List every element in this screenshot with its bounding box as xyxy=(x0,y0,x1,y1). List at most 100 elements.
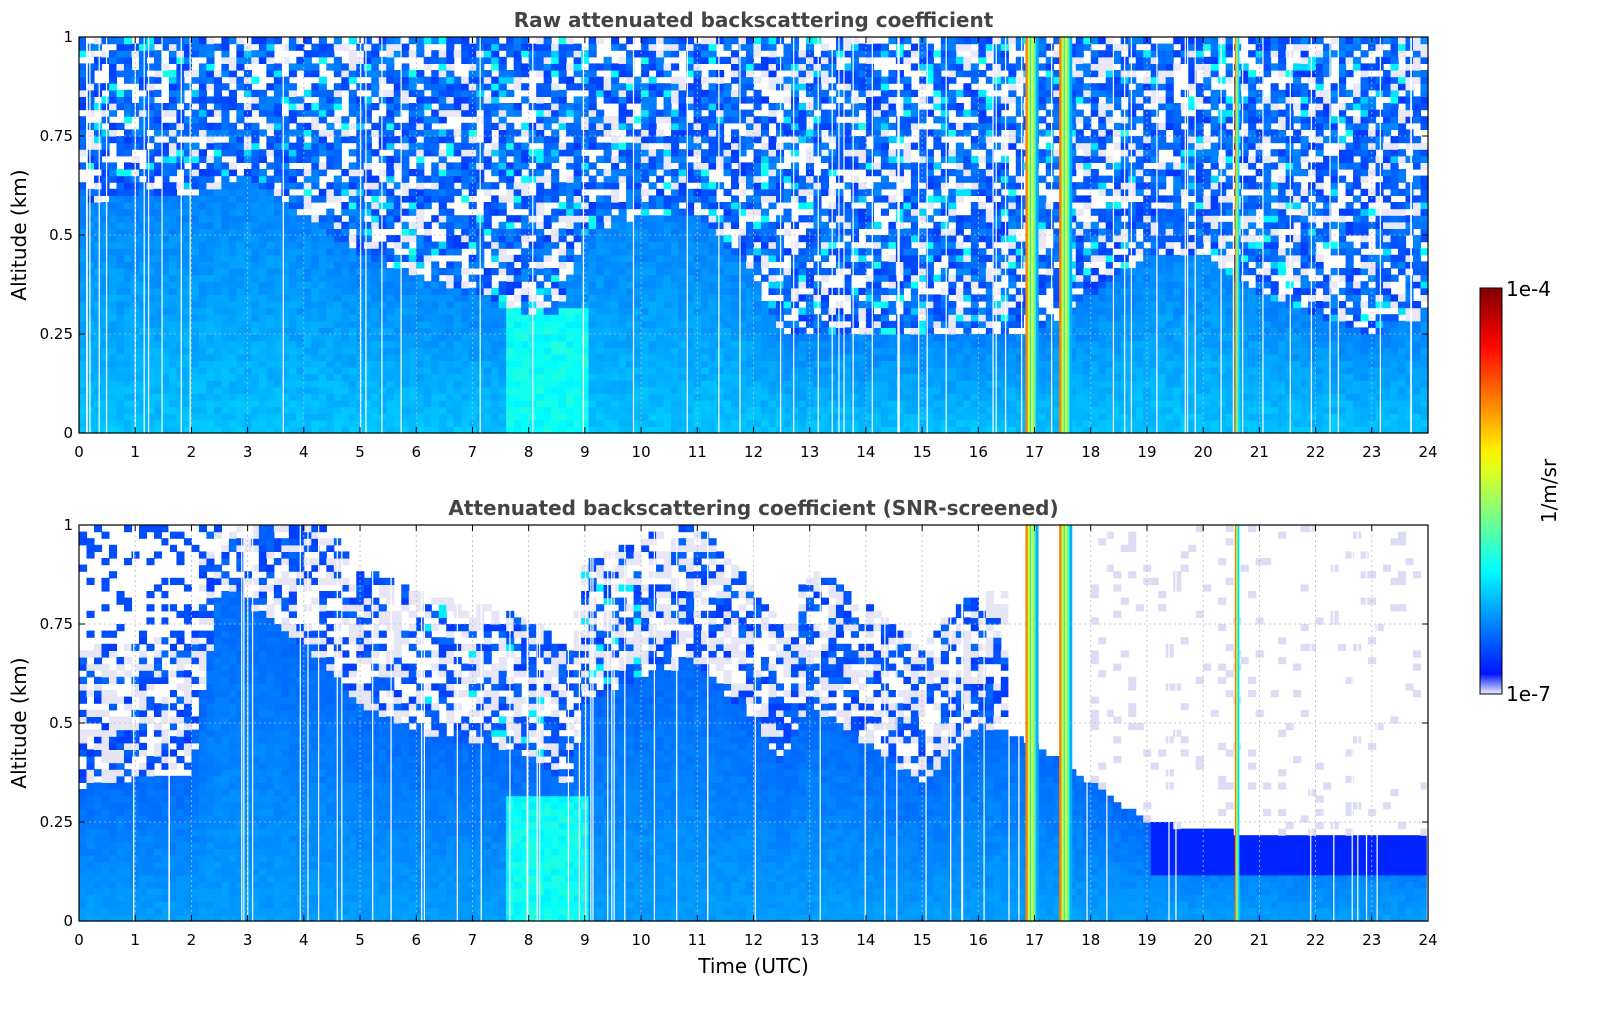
heatmap-cell xyxy=(243,386,252,394)
heatmap-cell xyxy=(176,221,185,229)
heatmap-cell xyxy=(318,340,327,348)
heatmap-cell xyxy=(206,380,215,388)
heatmap-cell xyxy=(566,221,575,229)
heatmap-cell xyxy=(348,340,357,348)
heatmap-cell xyxy=(498,149,507,157)
heatmap-cell xyxy=(483,281,492,289)
heatmap-cell xyxy=(513,182,522,190)
heatmap-cell xyxy=(566,182,575,190)
heatmap-cell xyxy=(626,96,635,104)
heatmap-cell xyxy=(123,367,133,375)
heatmap-cell xyxy=(198,188,207,196)
heatmap-cell xyxy=(288,155,297,163)
heatmap-cell xyxy=(213,406,222,414)
heatmap-cell xyxy=(641,70,650,78)
heatmap-cell xyxy=(123,340,133,348)
heatmap-cell xyxy=(633,155,642,163)
heatmap-cell xyxy=(611,235,620,243)
heatmap-cell xyxy=(228,294,237,302)
heatmap-cell xyxy=(506,419,515,427)
heatmap-cell xyxy=(468,406,477,414)
heatmap-cell xyxy=(596,221,605,229)
heatmap-cell xyxy=(678,182,687,190)
heatmap-cell xyxy=(431,294,440,302)
heatmap-cell xyxy=(273,327,282,335)
heatmap-cell xyxy=(656,287,665,295)
heatmap-cell xyxy=(678,274,687,282)
heatmap-cell xyxy=(790,142,800,150)
heatmap-cell xyxy=(453,248,462,256)
heatmap-cell xyxy=(446,228,455,236)
heatmap-cell xyxy=(746,221,755,229)
heatmap-cell xyxy=(693,96,702,104)
heatmap-cell xyxy=(326,208,335,216)
heatmap-cell xyxy=(168,320,178,328)
heatmap-cell xyxy=(603,327,612,335)
heatmap-cell xyxy=(731,281,740,289)
heatmap-cell xyxy=(513,360,522,368)
heatmap-cell xyxy=(176,149,185,157)
heatmap-cell xyxy=(258,287,267,295)
heatmap-cell xyxy=(603,406,612,414)
heatmap-cell xyxy=(79,294,88,302)
heatmap-cell xyxy=(273,340,282,348)
heatmap-cell xyxy=(566,393,575,401)
heatmap-cell xyxy=(431,248,440,256)
heatmap-cell xyxy=(536,268,545,276)
heatmap-cell xyxy=(768,241,777,249)
heatmap-cell xyxy=(536,320,545,328)
heatmap-cell xyxy=(378,274,387,282)
heatmap-cell xyxy=(221,287,230,295)
heatmap-cell xyxy=(708,228,717,236)
heatmap-cell xyxy=(656,50,665,58)
heatmap-cell xyxy=(641,50,650,58)
heatmap-cell xyxy=(161,373,170,381)
heatmap-cell xyxy=(266,43,275,51)
heatmap-cell xyxy=(483,314,492,322)
heatmap-cell xyxy=(408,208,417,216)
heatmap-cell xyxy=(513,380,522,388)
heatmap-cell xyxy=(423,248,432,256)
heatmap-cell xyxy=(153,419,163,427)
heatmap-cell xyxy=(176,360,185,368)
heatmap-cell xyxy=(101,182,110,190)
heatmap-cell xyxy=(123,248,133,256)
heatmap-cell xyxy=(543,254,552,262)
heatmap-cell xyxy=(386,89,395,97)
heatmap-cell xyxy=(183,281,193,289)
heatmap-cell xyxy=(281,235,290,243)
heatmap-cell xyxy=(363,83,372,91)
heatmap-cell xyxy=(168,261,178,269)
heatmap-cell xyxy=(573,208,582,216)
heatmap-cell xyxy=(573,373,582,381)
heatmap-cell xyxy=(611,426,620,434)
heatmap-cell xyxy=(446,182,455,190)
heatmap-cell xyxy=(146,122,155,130)
heatmap-cell xyxy=(341,261,350,269)
heatmap-cell xyxy=(183,182,193,190)
heatmap-cell xyxy=(438,327,447,335)
heatmap-cell xyxy=(483,83,492,91)
heatmap-cell xyxy=(716,419,725,427)
heatmap-cell xyxy=(648,353,657,361)
heatmap-cells xyxy=(79,37,1429,434)
heatmap-cell xyxy=(498,195,507,203)
heatmap-cell xyxy=(753,208,762,216)
heatmap-cell xyxy=(596,155,605,163)
heatmap-cell xyxy=(573,215,582,223)
heatmap-cell xyxy=(281,314,290,322)
heatmap-cell xyxy=(596,254,605,262)
heatmap-cell xyxy=(551,136,560,144)
heatmap-cell xyxy=(251,235,260,243)
heatmap-cell xyxy=(296,426,305,434)
heatmap-cell xyxy=(191,169,200,177)
heatmap-cell xyxy=(513,202,522,210)
heatmap-cell xyxy=(281,221,290,229)
heatmap-cell xyxy=(521,426,530,434)
heatmap-cell xyxy=(453,221,462,229)
heatmap-cell xyxy=(723,307,732,315)
heatmap-cell xyxy=(123,360,133,368)
heatmap-cell xyxy=(768,334,777,342)
heatmap-cell xyxy=(206,155,215,163)
heatmap-cell xyxy=(618,413,627,421)
